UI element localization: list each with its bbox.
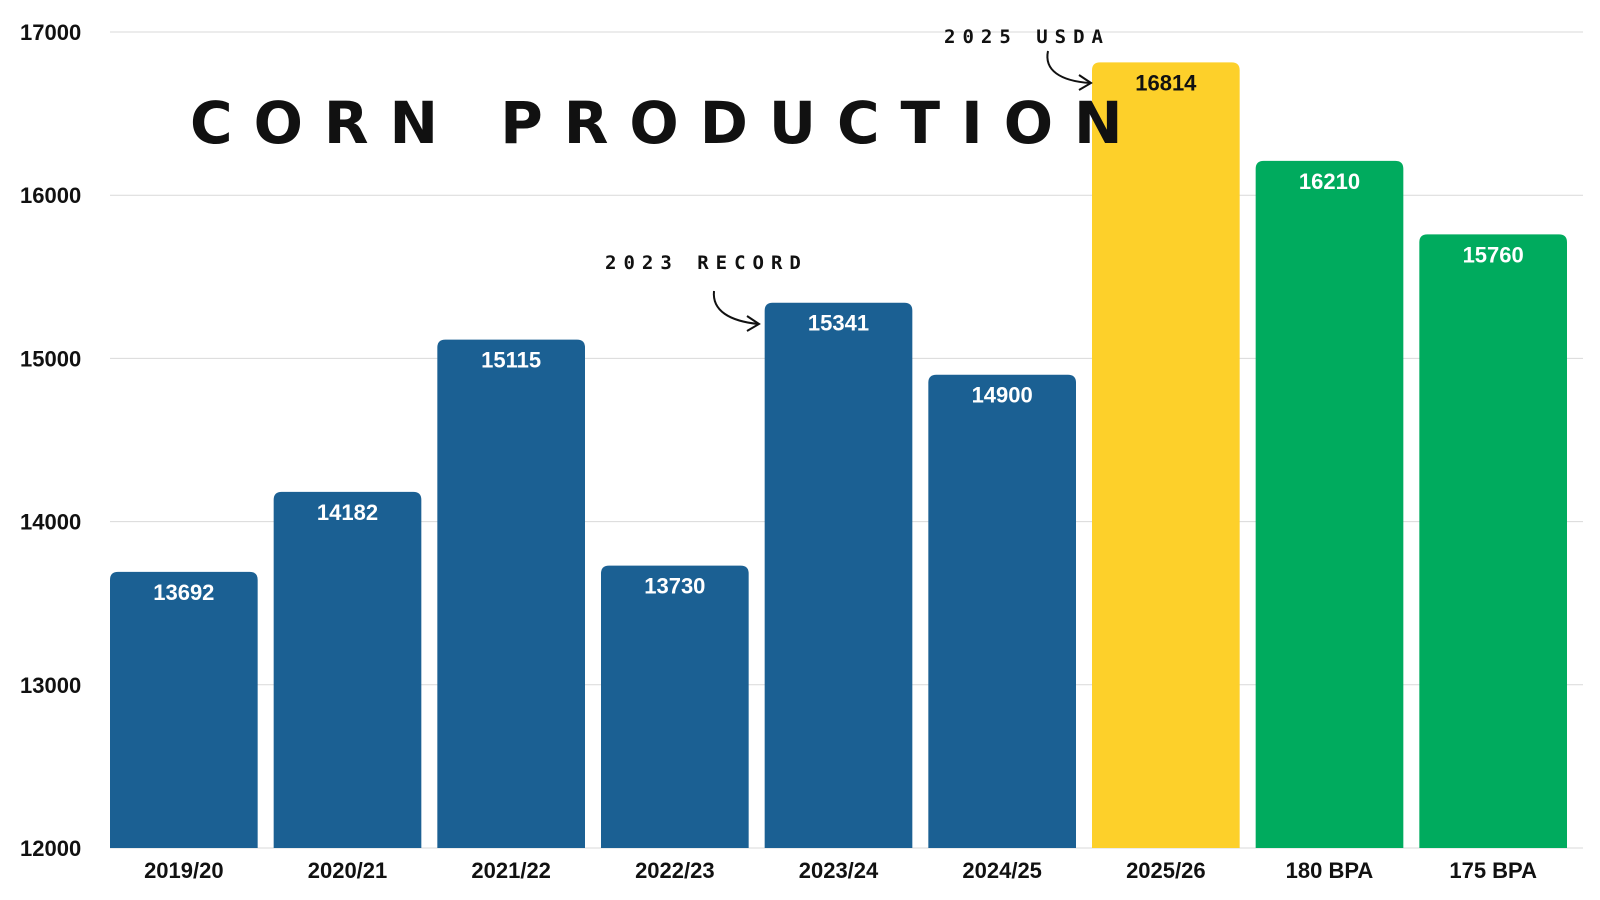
x-category-label: 2024/25 xyxy=(962,858,1042,883)
x-category-label: 2022/23 xyxy=(635,858,715,883)
x-category-label: 2020/21 xyxy=(308,858,388,883)
x-category-label: 2023/24 xyxy=(799,858,879,883)
x-category-label: 180 BPA xyxy=(1286,858,1374,883)
bar-value-label: 14900 xyxy=(972,383,1033,408)
annotation-2023-record: 2023 RECORD xyxy=(605,252,808,332)
bar-2023-24 xyxy=(764,302,913,849)
y-tick-label: 14000 xyxy=(20,510,81,535)
arrowhead-2025-usda-icon xyxy=(1078,74,1093,91)
bar-value-label: 13692 xyxy=(153,580,214,605)
y-tick-label: 13000 xyxy=(20,673,81,698)
bar-value-label: 14182 xyxy=(317,500,378,525)
y-axis-ticks: 12000 13000 14000 15000 16000 17000 xyxy=(20,20,81,861)
x-axis-labels: 2019/20 2020/21 2021/22 2022/23 2023/24 2024/… xyxy=(144,858,1537,883)
bar-value-label: 16210 xyxy=(1299,169,1360,194)
bar-2019-20 xyxy=(110,571,258,848)
value-labels: 13692 14182 15115 13730 15341 14900 16814 16210… xyxy=(153,70,1524,605)
bar-2022-23 xyxy=(601,565,749,848)
x-category-label: 175 BPA xyxy=(1449,858,1537,883)
bar-value-label: 15760 xyxy=(1463,242,1524,267)
x-category-label: 2019/20 xyxy=(144,858,224,883)
annotation-2025-usda-text: 2025 USDA xyxy=(944,26,1110,48)
bars xyxy=(110,62,1567,849)
bar-180-bpa xyxy=(1255,160,1404,849)
bar-value-label: 13730 xyxy=(644,574,705,599)
bar-value-label: 15115 xyxy=(481,348,541,373)
bar-2025-26 xyxy=(1092,62,1240,848)
annotation-2025-usda: 2025 USDA xyxy=(944,26,1110,91)
bar-2020-21 xyxy=(273,491,422,848)
arrow-2023-record-icon xyxy=(712,290,759,325)
y-tick-label: 15000 xyxy=(20,346,81,371)
x-category-label: 2025/26 xyxy=(1126,858,1206,883)
arrow-2025-usda-icon xyxy=(1046,50,1091,84)
bar-175-bpa xyxy=(1419,234,1567,849)
arrowhead-2023-record-icon xyxy=(746,315,761,332)
bar-2021-22 xyxy=(437,339,585,848)
annotation-2023-record-text: 2023 RECORD xyxy=(605,252,808,274)
y-tick-label: 12000 xyxy=(20,836,81,861)
chart-title: CORN PRODUCTION xyxy=(190,89,1144,157)
x-category-label: 2021/22 xyxy=(471,858,551,883)
y-tick-label: 16000 xyxy=(20,183,81,208)
y-tick-label: 17000 xyxy=(20,20,81,45)
bar-value-label: 16814 xyxy=(1135,70,1197,95)
bar-2024-25 xyxy=(928,374,1076,848)
bar-value-label: 15341 xyxy=(808,311,869,336)
